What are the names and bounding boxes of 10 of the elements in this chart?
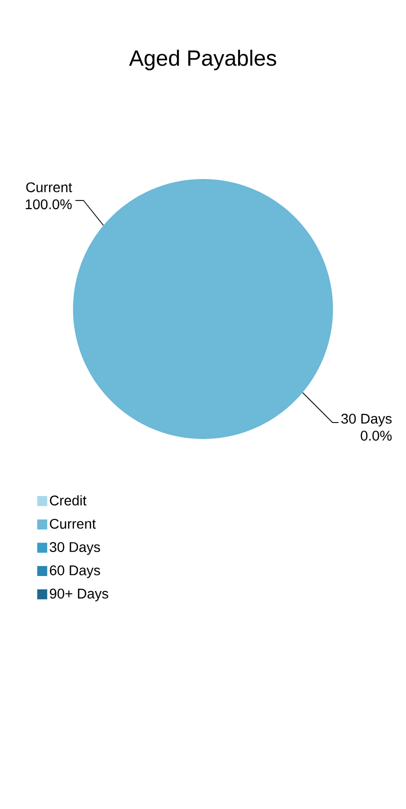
category-label: 30 Days [341, 414, 392, 426]
data-label: 100.0% [26, 199, 72, 210]
slice-label: Current [26, 182, 72, 192]
legend-label: 60 Days [50, 565, 100, 578]
text: 0.0% [360, 430, 392, 441]
legend-label: Current [50, 518, 96, 529]
legend-label: Credit [50, 495, 86, 506]
legend-label: 30 Days [50, 542, 100, 555]
legend-label: 90+ Days [50, 588, 108, 602]
chart-title: Aged Payables [129, 50, 276, 70]
